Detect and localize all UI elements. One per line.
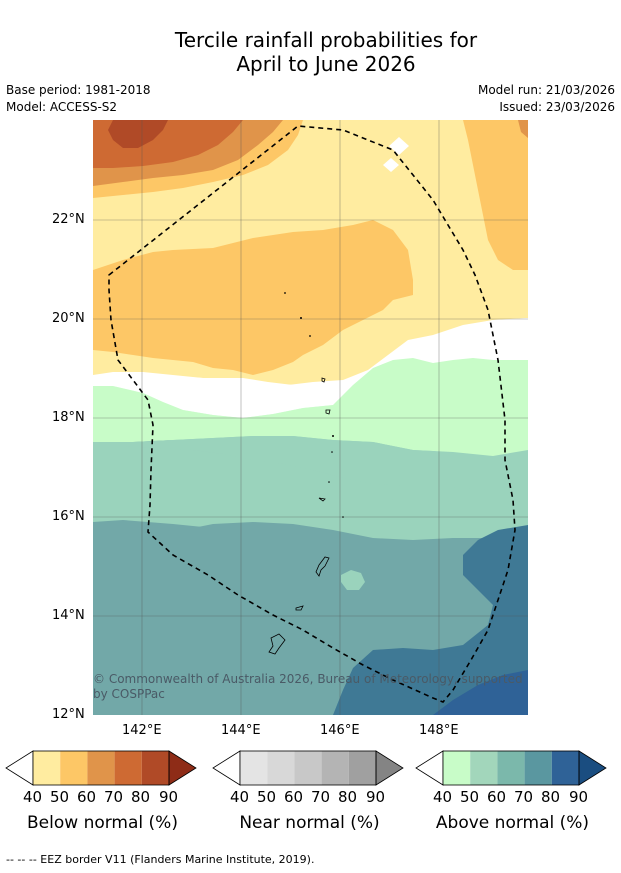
cb-below-tick-80: 80 [131,788,151,806]
cb-below-segment-5 [141,751,169,785]
lat-label-20n: 20°N [52,311,85,326]
cb-below-segment-1 [33,751,61,785]
colorbar-near-ticks: 40 50 60 70 80 90 [212,788,407,808]
colorbar-below-svg [5,750,197,786]
cb-above-tick-40: 40 [433,788,453,806]
colorbar-near [212,750,407,786]
cb-near-tick-90: 90 [366,788,386,806]
cb-near-arrow-high [375,750,404,786]
copyright-line1: © Commonwealth of Australia 2026, Bureau… [93,672,523,686]
zone-above-80-90 [433,670,528,715]
colorbar-below [5,750,200,786]
cb-above-tick-80: 80 [541,788,561,806]
cb-above-tick-60: 60 [487,788,507,806]
model-run: Model run: 21/03/2026 [477,83,615,97]
cb-near-segment-1 [240,751,268,785]
issued-date: Issued: 23/03/2026 [499,100,615,114]
cb-near-tick-50: 50 [257,788,277,806]
lat-label-14n: 14°N [52,608,85,623]
cb-above-segment-4 [524,751,552,785]
map-panel: © Commonwealth of Australia 2026, Bureau… [93,120,528,715]
map-title-line2: April to June 2026 [236,52,416,76]
lat-label-12n: 12°N [52,707,85,722]
cb-near-segment-5 [348,751,376,785]
lat-label-16n: 16°N [52,509,85,524]
zone-below-80-90 [108,120,168,148]
copyright-note: © Commonwealth of Australia 2026, Bureau… [93,672,523,702]
cb-above-tick-50: 50 [460,788,480,806]
graticule [93,120,528,715]
cb-above-tick-70: 70 [514,788,534,806]
colorbar-below-ticks: 40 50 60 70 80 90 [5,788,200,808]
cb-below-segment-4 [114,751,142,785]
zone-above-70-80 [333,525,528,715]
island-dots [284,292,344,518]
cb-near-tick-40: 40 [230,788,250,806]
zone-below-50-60 [93,220,413,375]
colorbar-above-title: Above normal (%) [435,813,590,833]
cb-below-tick-90: 90 [159,788,179,806]
cb-near-outline [239,750,377,786]
colorbar-above-svg [415,750,607,786]
cb-above-segment-5 [551,751,579,785]
colorbar-below-title: Below normal (%) [27,813,178,833]
cb-above-arrow-high [578,750,607,786]
colorbar-above [415,750,610,786]
cb-below-arrow-low [5,750,34,786]
lat-label-22n: 22°N [52,212,85,227]
cb-above-outline [442,750,580,786]
colorbar-near-title: Near normal (%) [239,813,380,833]
lon-label-144e: 144°E [221,723,261,738]
cb-below-tick-40: 40 [23,788,43,806]
islands [268,377,331,655]
colorbar-above-ticks: 40 50 60 70 80 90 [415,788,610,808]
cb-below-segment-2 [60,751,88,785]
cb-near-segment-2 [267,751,295,785]
map-title-line1: Tercile rainfall probabilities for [174,28,478,52]
cb-near-segment-3 [294,751,322,785]
lon-label-142e: 142°E [122,723,162,738]
cb-near-tick-70: 70 [311,788,331,806]
eez-border [108,125,516,703]
map-svg [93,120,528,715]
cb-near-tick-80: 80 [338,788,358,806]
cb-above-segment-3 [497,751,525,785]
lon-label-148e: 148°E [419,723,459,738]
cb-below-tick-50: 50 [50,788,70,806]
cb-above-segment-1 [443,751,471,785]
eez-legend-footer: -- -- -- EEZ border V11 (Flanders Marine… [6,853,315,866]
cb-above-arrow-low [415,750,444,786]
model-name: Model: ACCESS-S2 [6,100,118,114]
cb-below-arrow-high [168,750,197,786]
cb-near-arrow-low [212,750,241,786]
cb-below-segment-3 [87,751,115,785]
lat-label-18n: 18°N [52,410,85,425]
cb-above-tick-90: 90 [569,788,589,806]
cb-below-tick-70: 70 [104,788,124,806]
base-period: Base period: 1981-2018 [6,83,151,97]
cb-below-outline [32,750,170,786]
cb-near-segment-4 [321,751,349,785]
lon-label-146e: 146°E [320,723,360,738]
cb-below-tick-60: 60 [77,788,97,806]
cb-near-tick-60: 60 [284,788,304,806]
cb-above-segment-2 [470,751,498,785]
colorbar-near-svg [212,750,404,786]
copyright-line2: by COSPPac [93,687,165,701]
